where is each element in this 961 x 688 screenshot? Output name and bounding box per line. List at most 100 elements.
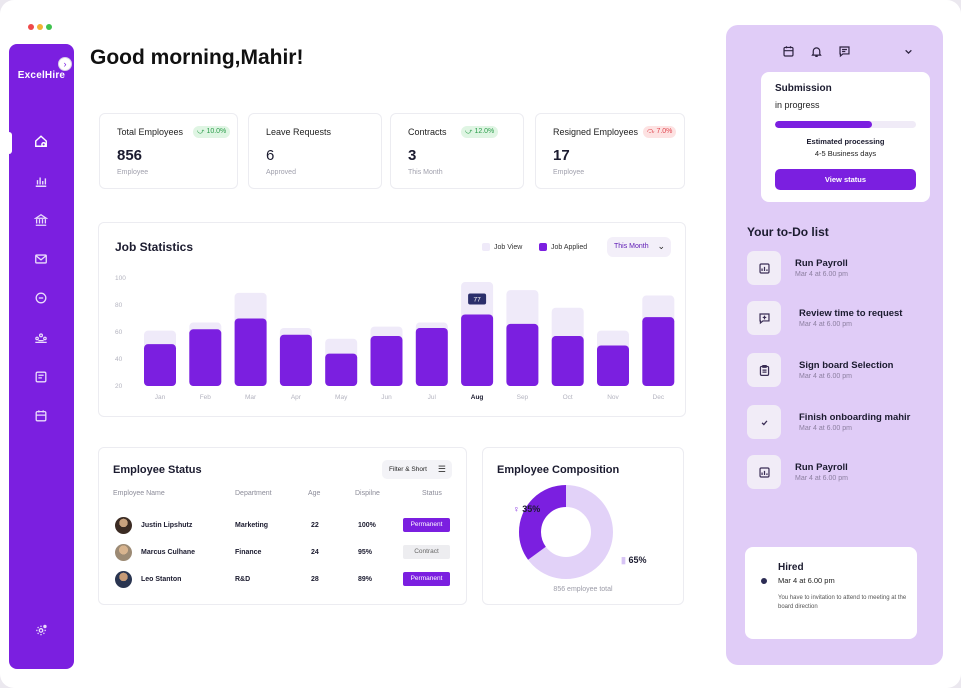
trend-up-badge: ⤻ 10.0% [193, 126, 231, 138]
progress-fill [775, 121, 873, 128]
calendar-icon[interactable] [780, 43, 796, 59]
todo-item-title: Sign board Selection [799, 360, 894, 371]
avatar [115, 571, 132, 588]
nav-home-icon[interactable] [31, 131, 51, 151]
todo-item[interactable]: Finish onboarding mahir Mar 4 at 6.00 pm [747, 405, 937, 441]
table-row[interactable]: Justin Lipshutz Marketing 22 100% Perman… [99, 514, 466, 536]
x-tick-label: Dec [653, 394, 665, 401]
stat-card-contracts[interactable]: Contracts ⤻ 12.0% 3 This Month [390, 113, 524, 189]
nav-bar-chart-icon[interactable] [31, 171, 51, 191]
todo-item[interactable]: Review time to request Mar 4 at 6.00 pm [747, 301, 937, 337]
bar-job-applied[interactable] [506, 323, 539, 386]
employee-composition-card: Employee Composition ♀ 35% ▮ 65% 856 emp… [482, 447, 684, 605]
nav-settings-icon[interactable] [31, 620, 51, 640]
close-dot[interactable] [28, 24, 34, 30]
column-discipline: Dispilne [355, 490, 380, 497]
bar-job-applied[interactable] [370, 336, 403, 386]
employee-name: Leo Stanton [141, 576, 182, 583]
y-tick-label: 100 [115, 275, 126, 282]
stat-label: Leave Requests [266, 127, 332, 137]
legend-job-applied: Job Applied [539, 243, 587, 251]
todo-item[interactable]: Run Payroll Mar 4 at 6.00 pm [747, 251, 937, 287]
x-tick-label: Apr [291, 394, 302, 401]
employee-age: 28 [311, 576, 319, 583]
job-statistics-chart: 100 80 60 40 20 Jan Feb Mar Apr May Jun Jul Aug 77 Sep… [115, 275, 675, 401]
bar-job-applied[interactable] [461, 314, 494, 386]
todo-item-date: Mar 4 at 6.00 pm [799, 321, 852, 328]
column-employee-name: Employee Name [113, 490, 165, 497]
bar-job-applied[interactable] [415, 327, 448, 386]
employee-composition-title: Employee Composition [497, 464, 620, 476]
filter-sort-button[interactable]: Filter & Short ☰ [382, 460, 452, 479]
employee-discipline: 95% [358, 549, 373, 556]
sidebar-collapse-button[interactable]: › [58, 57, 72, 71]
bar-job-applied[interactable] [234, 318, 267, 387]
hired-message: You have to invitation to attend to meet… [778, 595, 907, 610]
maximize-dot[interactable] [46, 24, 52, 30]
y-tick-label: 80 [115, 302, 123, 309]
bar-job-applied[interactable] [597, 345, 629, 387]
employee-name: Justin Lipshutz [141, 522, 193, 529]
page-title: Good morning,Mahir! [90, 46, 304, 69]
todo-item-date: Mar 4 at 6.00 pm [799, 373, 852, 380]
estimate-title: Estimated processing [806, 137, 885, 146]
todo-item[interactable]: Sign board Selection Mar 4 at 6.00 pm [747, 353, 937, 389]
todo-item-title: Finish onboarding mahir [799, 412, 911, 423]
chevron-down-icon[interactable] [900, 43, 916, 59]
legend-job-view: Job View [482, 243, 522, 251]
stat-label: Contracts [408, 127, 447, 137]
stat-card-resigned-employees[interactable]: Resigned Employees ⤼ 7.0% 17 Employee [535, 113, 685, 189]
x-tick-label: Aug [471, 394, 484, 401]
bell-icon[interactable] [808, 43, 824, 59]
right-panel: Submission in progress Estimated process… [726, 25, 943, 665]
nav-document-icon[interactable] [31, 367, 51, 387]
chat-plus-icon [747, 301, 781, 335]
table-row[interactable]: Marcus Culhane Finance 24 95% Contract [99, 541, 466, 563]
employee-discipline: 100% [358, 522, 376, 529]
bar-job-applied[interactable] [189, 329, 222, 386]
stat-label: Resigned Employees [553, 127, 639, 137]
table-row[interactable]: Leo Stanton R&D 28 89% Permanent [99, 568, 466, 590]
todo-item-title: Run Payroll [795, 462, 848, 473]
avatar [115, 544, 132, 561]
male-percentage: ▮ 65% [617, 553, 651, 568]
hired-title: Hired [778, 562, 804, 573]
clipboard-icon [747, 353, 781, 387]
bar-job-applied[interactable] [144, 344, 176, 386]
minimize-dot[interactable] [37, 24, 43, 30]
window-controls [28, 24, 52, 30]
y-tick-label: 20 [115, 383, 123, 390]
donut-slice-female[interactable] [519, 485, 613, 579]
todo-item-title: Run Payroll [795, 258, 848, 269]
nav-mail-icon[interactable] [31, 249, 51, 269]
todo-item[interactable]: Run Payroll Mar 4 at 6.00 pm [747, 455, 937, 491]
nav-team-icon[interactable] [31, 328, 51, 348]
bar-job-applied[interactable] [642, 317, 675, 386]
submission-progress-bar [775, 121, 916, 128]
payroll-icon [747, 455, 781, 489]
todo-item-title: Review time to request [799, 308, 903, 319]
y-tick-label: 60 [115, 329, 123, 336]
submission-status: in progress [775, 100, 820, 110]
bar-job-applied[interactable] [279, 334, 312, 386]
bullet-icon [761, 578, 767, 584]
nav-calendar-icon[interactable] [31, 406, 51, 426]
nav-message-icon[interactable] [31, 288, 51, 308]
view-status-button[interactable]: View status [775, 169, 916, 190]
bar-job-applied[interactable] [551, 336, 584, 386]
stat-card-leave-requests[interactable]: Leave Requests 6 Approved [248, 113, 382, 189]
composition-donut [519, 485, 613, 579]
employee-name: Marcus Culhane [141, 549, 196, 556]
x-tick-label: May [335, 394, 348, 401]
period-dropdown[interactable]: This Month ⌄ [607, 237, 671, 257]
submission-card: Submission in progress Estimated process… [761, 72, 930, 202]
job-statistics-title: Job Statistics [115, 240, 194, 254]
stat-card-total-employees[interactable]: Total Employees ⤻ 10.0% 856 Employee [99, 113, 238, 189]
hired-notification-card[interactable]: Hired Mar 4 at 6.00 pm You have to invit… [745, 547, 917, 639]
nav-bank-icon[interactable] [31, 210, 51, 230]
bar-job-applied[interactable] [325, 353, 358, 386]
todo-title: Your to-Do list [747, 225, 829, 239]
hired-date: Mar 4 at 6.00 pm [778, 576, 835, 585]
message-icon[interactable] [836, 43, 852, 59]
